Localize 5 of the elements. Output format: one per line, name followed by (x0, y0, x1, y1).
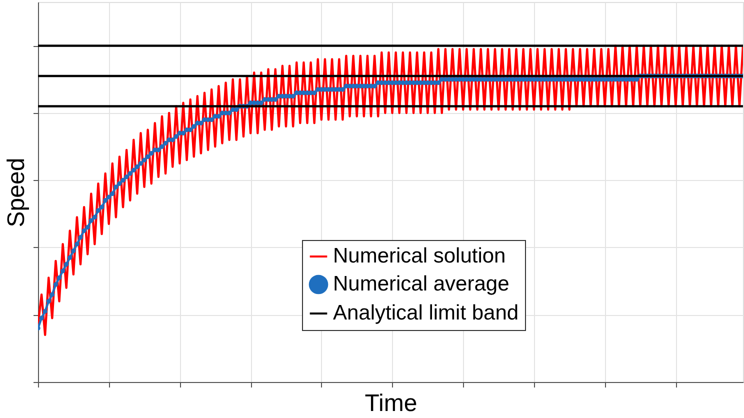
legend-label: Numerical solution (333, 244, 506, 268)
y-axis-title: Speed (3, 158, 30, 228)
legend-label: Analytical limit band (333, 302, 519, 324)
legend-label: Numerical average (333, 272, 510, 296)
x-axis-title: Time (364, 390, 418, 417)
